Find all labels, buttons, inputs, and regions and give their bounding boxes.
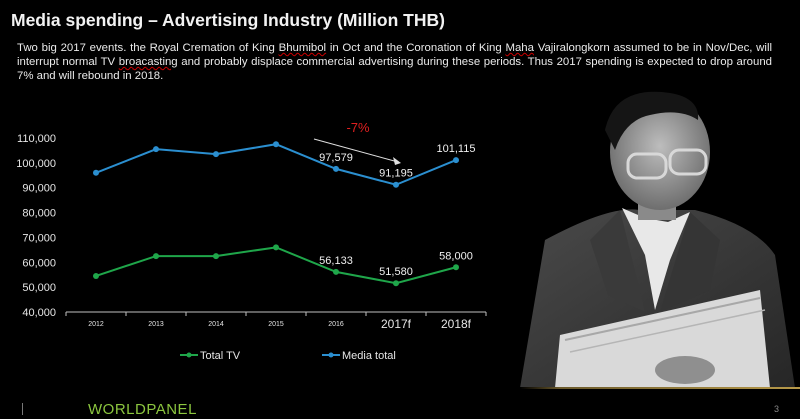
data-label: 56,133 [319,255,353,267]
legend-marker [186,352,192,358]
footer-separator [22,403,23,415]
legend-label: Total TV [200,350,241,362]
data-point [453,264,459,271]
data-label: 101,115 [437,143,476,155]
data-point [153,253,159,260]
y-tick-label: 60,000 [22,257,56,269]
data-point [333,268,339,275]
page-number: 3 [774,404,780,414]
data-label: 58,000 [439,250,473,262]
data-point [333,165,339,172]
slide-description: Two big 2017 events. the Royal Cremation… [17,41,772,83]
data-point [93,169,99,176]
data-point [393,280,399,287]
x-tick-label: 2012 [88,321,104,328]
x-tick-label: 2015 [268,321,284,328]
x-tick-label: 2018f [441,317,472,331]
desc-text: in Oct and the Coronation of King [326,42,506,54]
line-chart: 40,000 50,000 60,000 70,000 80,000 90,000 100,… [16,120,487,362]
y-tick-label: 100,000 [16,158,56,170]
x-tick-label: 2017f [381,317,412,331]
legend-label: Media total [342,350,396,362]
annotation-label: -7% [346,120,370,135]
desc-text-spellcheck: Bhumibol [278,42,327,54]
y-tick-label: 50,000 [22,282,56,294]
data-point [93,272,99,279]
worldpanel-logo: WORLDPANEL [88,401,197,418]
portrait-illustration [520,91,795,388]
y-tick-label: 90,000 [22,183,56,195]
data-point [213,151,219,158]
legend-marker [328,352,334,358]
x-tick-label: 2016 [328,321,344,328]
slide-title: Media spending – Advertising Industry (M… [11,10,445,30]
data-label: 91,195 [379,168,413,180]
y-tick-label: 40,000 [22,307,56,319]
y-tick-label: 110,000 [17,133,56,145]
y-tick-label: 80,000 [22,208,56,220]
x-tick-label: 2013 [148,321,164,328]
desc-text: and probably displace commercial adverti… [17,56,772,82]
y-tick-label: 70,000 [22,232,56,244]
data-point [453,157,459,164]
annotation-arrowhead [393,157,401,165]
x-tick-label: 2014 [208,321,224,328]
annotation-arrow [313,138,399,163]
desc-text-spellcheck: broacasting [118,56,178,68]
data-point [153,146,159,153]
footer-divider [0,387,800,389]
data-point [393,181,399,188]
desc-text: Vajiralongkorn assumed to be in Nov/Dec,… [17,42,772,68]
portrait-photo [520,90,800,388]
desc-text: Two big 2017 events. the Royal Cremation… [17,42,279,54]
desc-text-spellcheck: Maha [505,42,534,54]
data-label: 51,580 [379,266,413,278]
data-point [273,141,279,148]
data-point [213,253,219,260]
data-label: 97,579 [319,152,353,164]
data-point [273,244,279,251]
